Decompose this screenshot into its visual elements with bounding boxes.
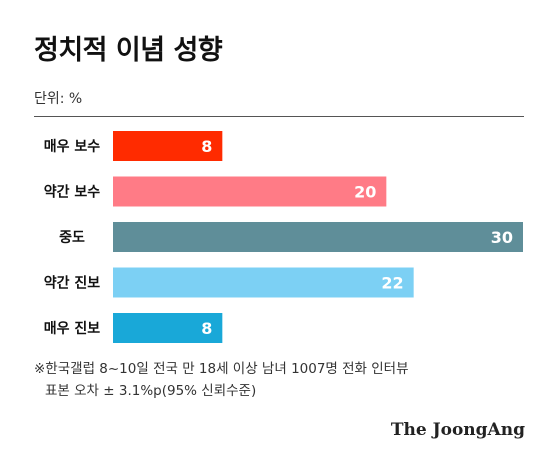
bar xyxy=(113,176,387,207)
bar xyxy=(113,313,223,343)
bar-chart: 매우 보수 8 약간 보수 20 중도 30 약간 진보 22 매우 진보 8 xyxy=(44,131,523,343)
bar xyxy=(113,222,523,252)
bar-value-label: 30 xyxy=(491,228,513,247)
bar xyxy=(113,267,414,298)
category-label: 매우 진보 xyxy=(44,320,101,337)
top-divider xyxy=(34,116,524,117)
bar-value-label: 20 xyxy=(354,183,376,202)
bar-value-label: 8 xyxy=(201,319,212,338)
category-label: 중도 xyxy=(59,230,85,246)
category-label: 약간 진보 xyxy=(44,275,101,292)
category-label: 약간 보수 xyxy=(44,184,101,201)
bar-value-label: 22 xyxy=(381,274,403,293)
footnote-line-2: 표본 오차 ± 3.1%p(95% 신뢰수준) xyxy=(45,383,257,399)
footnote: ※한국갤럽 8~10일 전국 만 18세 이상 남녀 1007명 전화 인터뷰 … xyxy=(34,358,409,402)
chart-title: 정치적 이념 성향 xyxy=(34,35,223,66)
footnote-line-1: ※한국갤럽 8~10일 전국 만 18세 이상 남녀 1007명 전화 인터뷰 xyxy=(34,361,409,377)
unit-label: 단위: % xyxy=(34,91,83,107)
bar-value-label: 8 xyxy=(201,137,212,156)
bar xyxy=(113,131,223,161)
category-label: 매우 보수 xyxy=(44,139,101,155)
brand-logo: The JoongAng xyxy=(390,420,525,440)
